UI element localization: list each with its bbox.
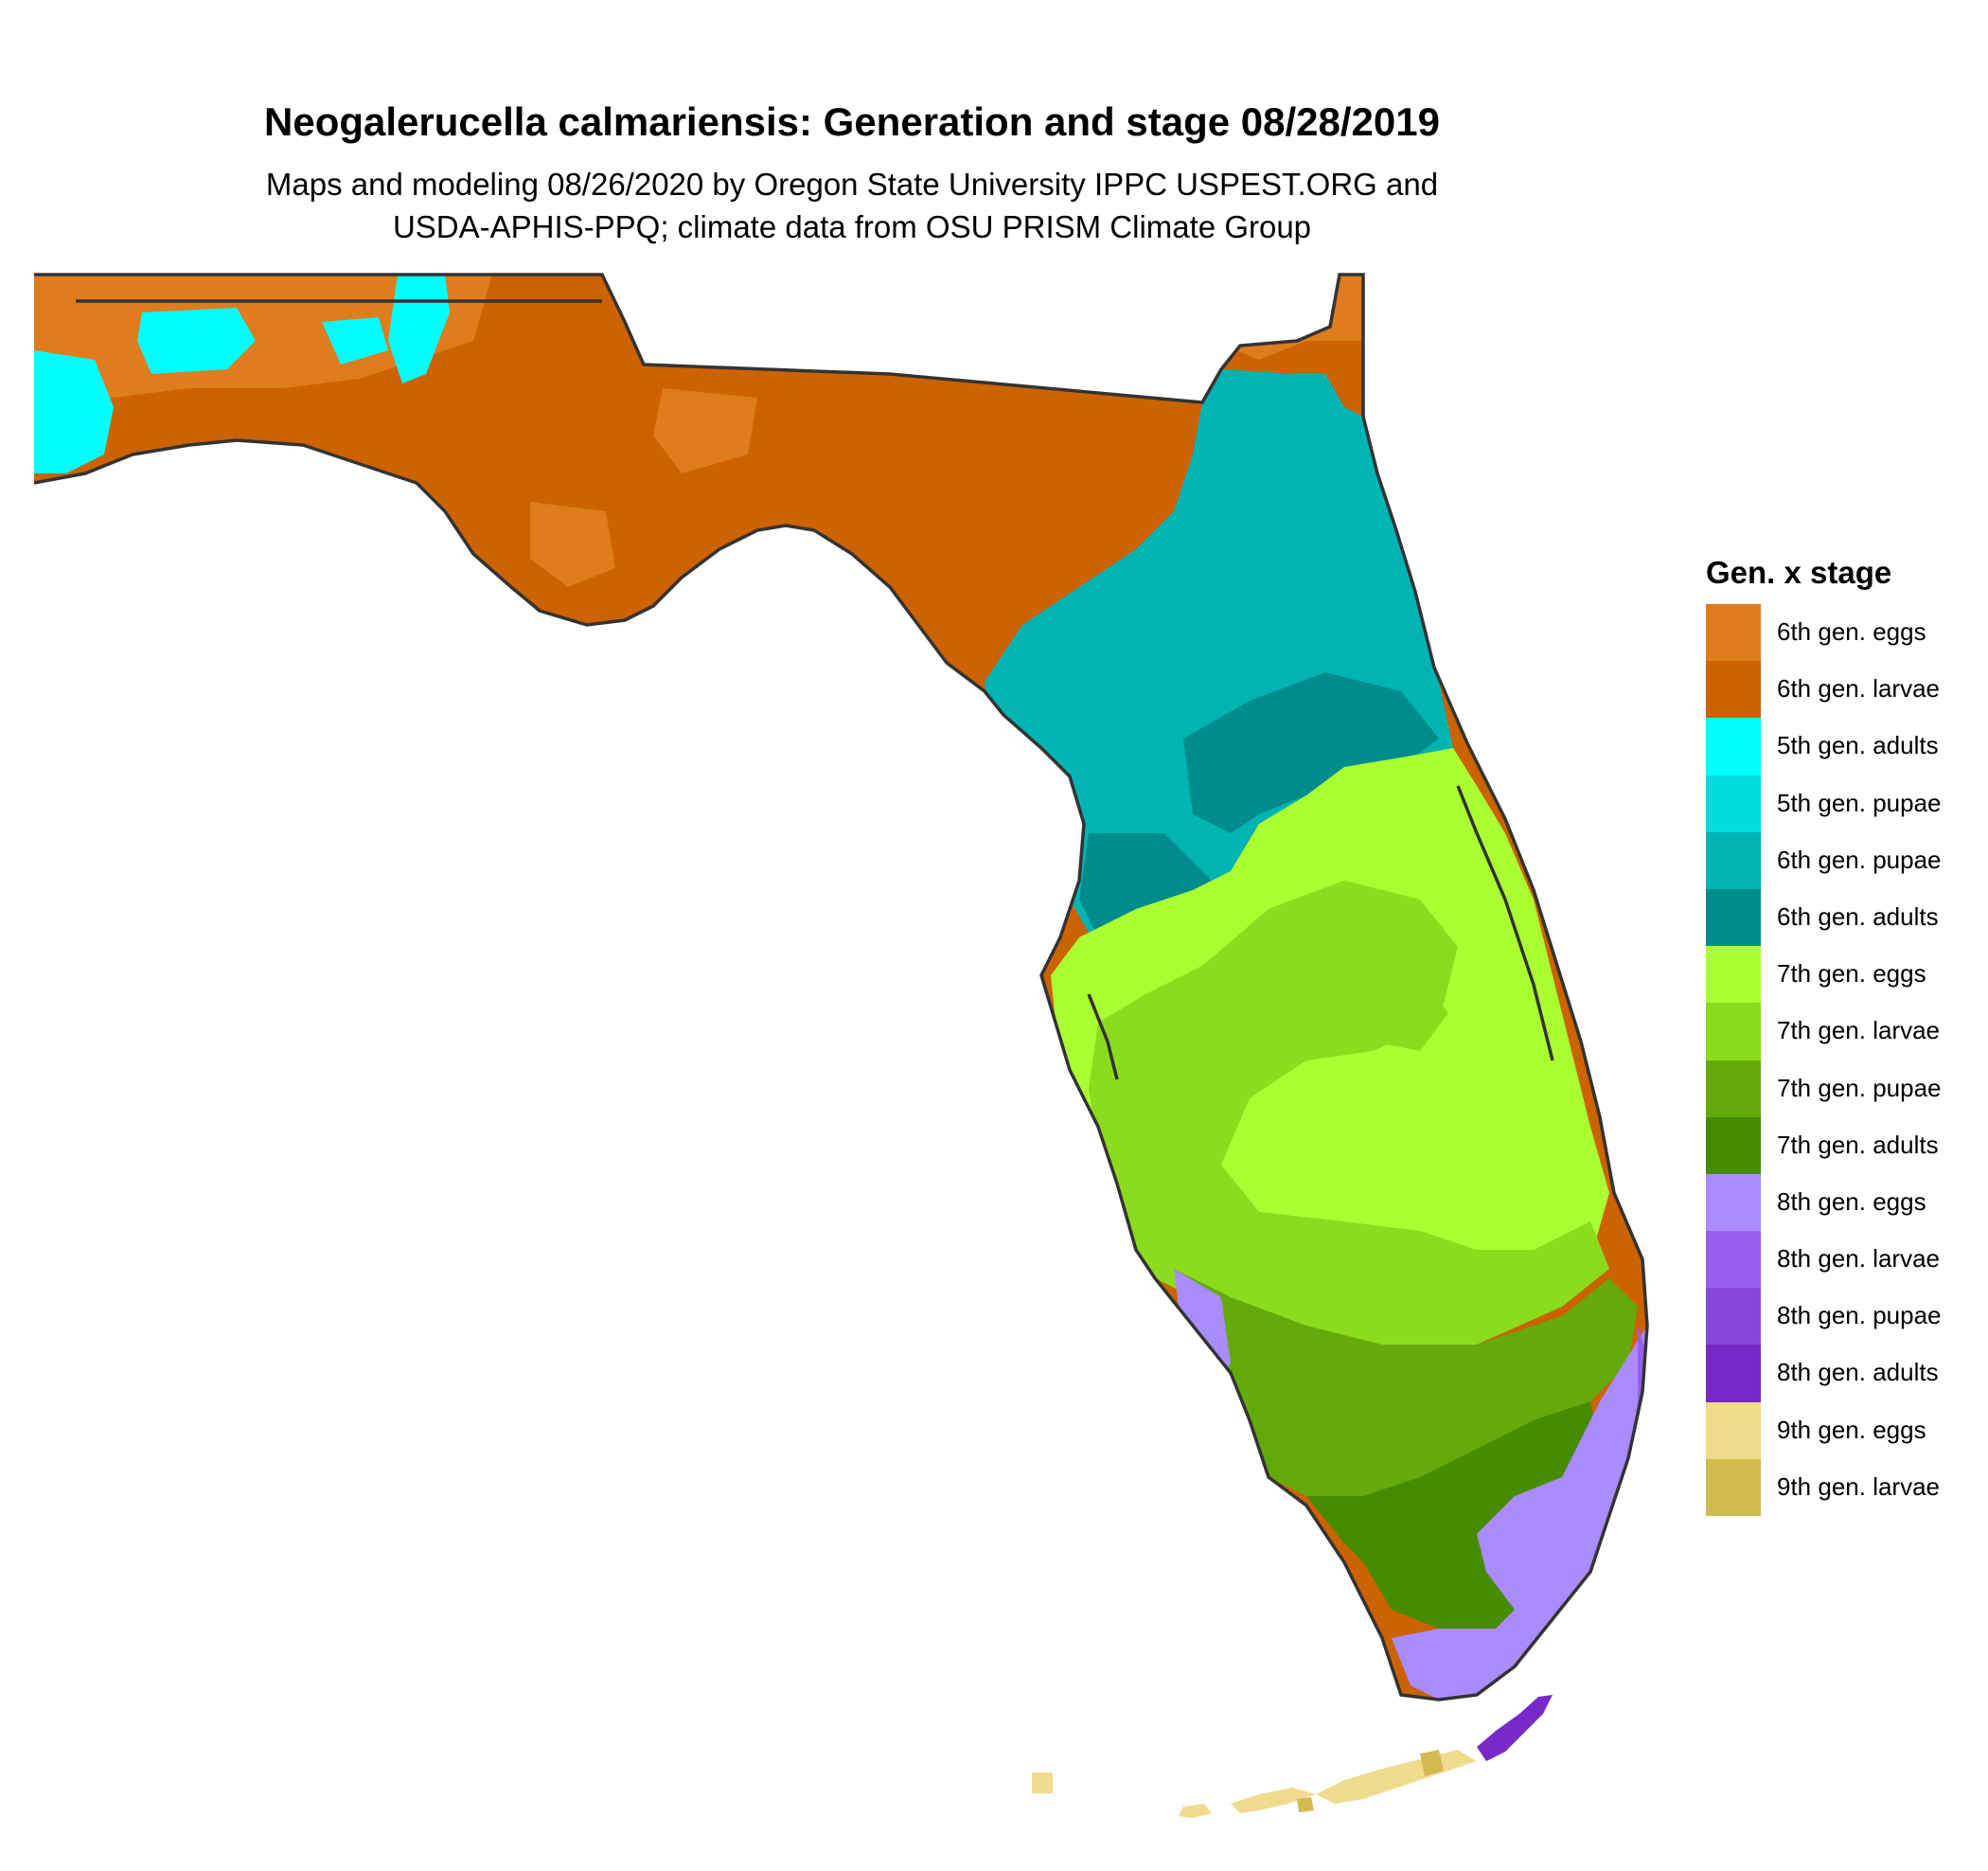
legend-label: 8th gen. larvae (1777, 1244, 1941, 1274)
legend-label: 6th gen. pupae (1777, 845, 1942, 874)
legend-swatch (1706, 1458, 1761, 1516)
legend-swatch (1706, 1231, 1761, 1289)
legend-label: 9th gen. larvae (1777, 1471, 1941, 1501)
legend-swatch (1706, 946, 1761, 1004)
legend-title: Gen. x stage (1706, 555, 1892, 590)
legend-label: 5th gen. adults (1777, 731, 1939, 760)
legend-swatch (1706, 1345, 1761, 1402)
subtitle-line-2: USDA-APHIS-PPQ; climate data from OSU PR… (392, 209, 1312, 244)
legend-label: 6th gen. larvae (1777, 674, 1941, 704)
generation-zones (34, 275, 1647, 1700)
legend-label: 8th gen. pupae (1777, 1301, 1942, 1330)
legend-swatch (1706, 1060, 1761, 1117)
legend-label: 7th gen. pupae (1777, 1073, 1942, 1102)
legend-swatch (1706, 831, 1761, 889)
legend-swatch (1706, 1401, 1761, 1459)
legend-label: 6th gen. adults (1777, 901, 1939, 931)
legend-label: 7th gen. larvae (1777, 1016, 1941, 1045)
legend-swatch (1706, 661, 1761, 719)
legend-label: 7th gen. eggs (1777, 959, 1926, 989)
legend-label: 5th gen. pupae (1777, 788, 1942, 817)
map-title: Neogalerucella calmariensis: Generation … (264, 99, 1440, 144)
map-subtitle: Maps and modeling 08/26/2020 by Oregon S… (0, 163, 1704, 248)
boundaries (33, 273, 1649, 1702)
legend-label: 7th gen. adults (1777, 1130, 1939, 1159)
legend-label: 8th gen. eggs (1777, 1186, 1926, 1216)
florida-keys (1032, 1695, 1553, 1818)
legend-swatch (1706, 1288, 1761, 1345)
legend-label: 6th gen. eggs (1777, 617, 1926, 646)
legend-label: 8th gen. adults (1777, 1358, 1939, 1387)
legend-swatch (1706, 775, 1761, 832)
legend-swatch (1706, 604, 1761, 662)
subtitle-line-1: Maps and modeling 08/26/2020 by Oregon S… (265, 167, 1439, 202)
legend-swatch (1706, 1003, 1761, 1060)
legend-swatch (1706, 718, 1761, 775)
legend-swatch (1706, 1173, 1761, 1232)
legend-swatch (1706, 1116, 1761, 1174)
legend-label: 9th gen. eggs (1777, 1415, 1926, 1444)
legend-swatch (1706, 888, 1761, 947)
